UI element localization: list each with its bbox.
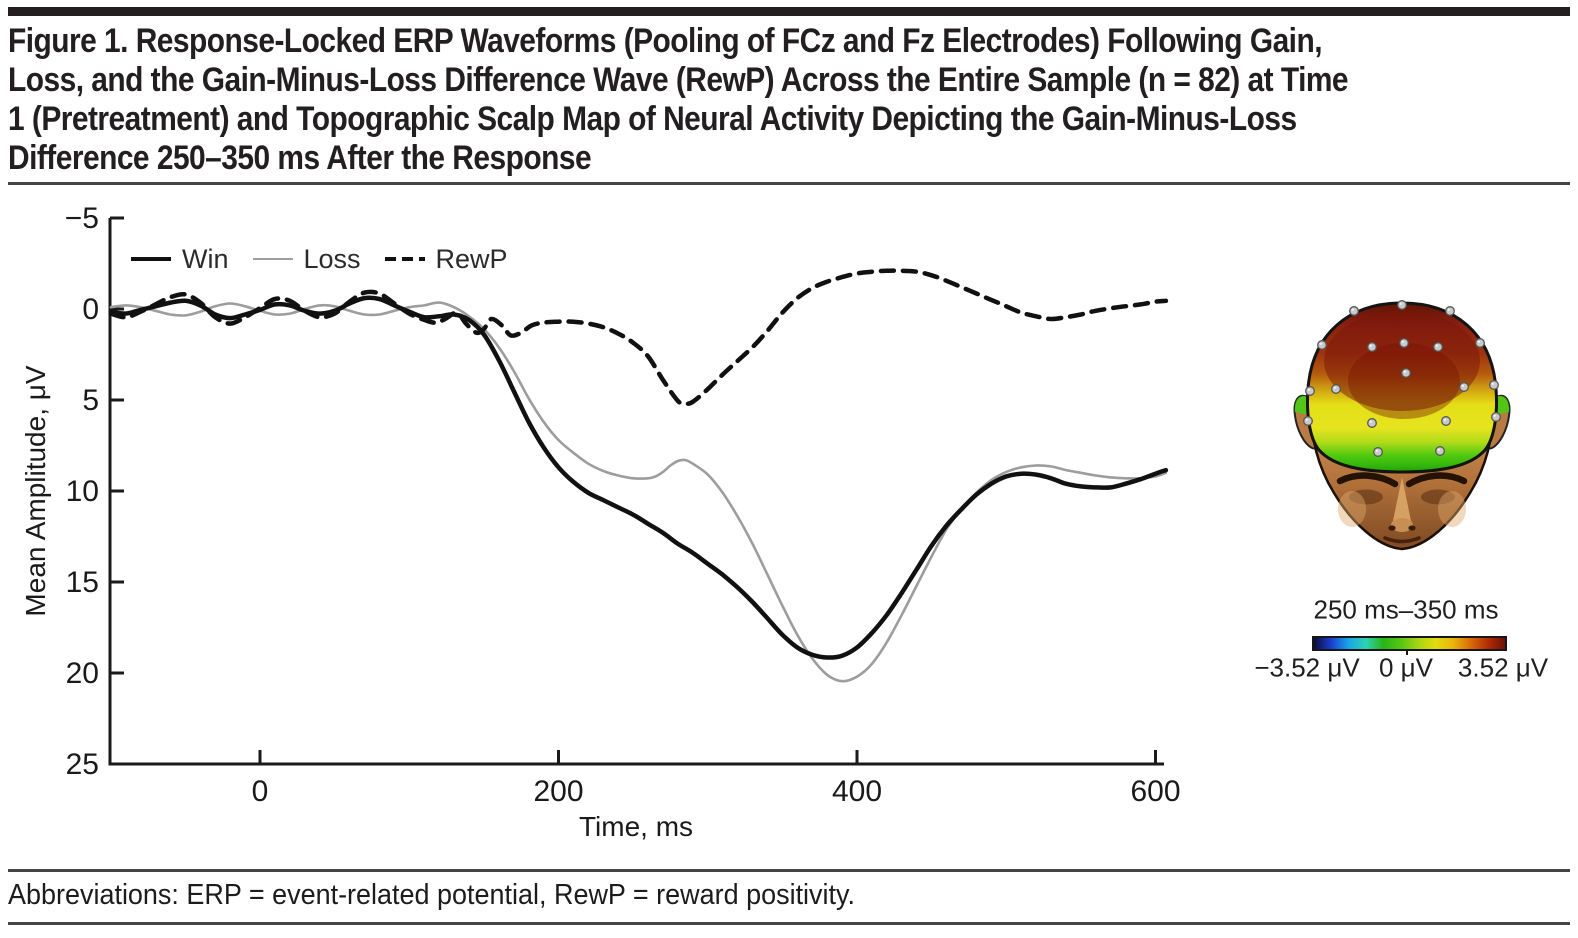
electrode-markers: [1303, 300, 1501, 457]
legend-label: RewP: [435, 243, 508, 274]
svg-text:600: 600: [1130, 775, 1180, 808]
win-line-sample: [131, 257, 171, 261]
title-divider: [8, 182, 1570, 185]
figure-title-line: Loss, and the Gain-Minus-Loss Difference…: [8, 61, 1349, 99]
electrode-dot: [1331, 384, 1341, 394]
svg-text:−5: −5: [65, 202, 99, 235]
svg-text:20: 20: [66, 657, 99, 690]
electrode-dot: [1317, 340, 1327, 350]
svg-text:10: 10: [66, 475, 99, 508]
svg-text:5: 5: [82, 384, 99, 417]
footer-divider-top: [8, 869, 1570, 872]
electrode-dot: [1435, 446, 1445, 456]
electrode-dot: [1445, 306, 1455, 316]
figure-title-line: Difference 250–350 ms After the Response: [8, 139, 592, 177]
erp-line-chart: −5 0 5 10 15 20 25 0 200 400 600: [65, 202, 1181, 808]
svg-text:0: 0: [82, 293, 99, 326]
electrode-dot: [1397, 300, 1407, 310]
loss-line-sample: [252, 258, 293, 260]
y-axis-title: Mean Amplitude, μV: [20, 365, 51, 617]
colorbar-max-label: 3.52 μV: [1457, 652, 1549, 683]
electrode-dot: [1373, 447, 1383, 457]
legend-label: Win: [182, 243, 229, 274]
electrode-dot: [1475, 338, 1485, 348]
legend-label: Loss: [303, 243, 361, 274]
scalp-topomap: [1293, 300, 1511, 551]
electrode-dot: [1489, 380, 1499, 390]
top-rule: [8, 7, 1570, 16]
electrode-dot: [1459, 382, 1469, 392]
electrode-dot: [1367, 342, 1377, 352]
legend-item-win: Win: [131, 244, 229, 275]
electrode-dot: [1367, 418, 1377, 428]
figure-title: Figure 1. Response-Locked ERP Waveforms …: [8, 22, 1573, 178]
svg-text:400: 400: [832, 775, 882, 808]
electrode-dot: [1491, 412, 1501, 422]
figure-title-line: 1 (Pretreatment) and Topographic Scalp M…: [8, 100, 1297, 138]
svg-text:15: 15: [66, 566, 99, 599]
electrode-dot: [1401, 368, 1411, 378]
colorbar-zero-tick: [1406, 649, 1408, 655]
win-waveform: [108, 295, 1169, 660]
svg-text:0: 0: [252, 775, 269, 808]
legend-item-rewp: RewP: [384, 243, 508, 275]
colorbar: [1312, 636, 1507, 651]
electrode-dot: [1433, 342, 1443, 352]
chart-legend: Win Loss RewP: [131, 242, 508, 276]
rewp-waveform: [108, 268, 1169, 407]
rewp-line-sample: [384, 256, 425, 262]
colorbar-time-window: 250 ms–350 ms: [1313, 594, 1499, 625]
electrode-dot: [1303, 416, 1313, 426]
electrode-dot: [1441, 416, 1451, 426]
x-axis-title: Time, ms: [578, 811, 694, 842]
legend-item-loss: Loss: [252, 243, 361, 275]
chart-curves: [108, 268, 1169, 683]
svg-text:200: 200: [533, 775, 583, 808]
electrode-dot: [1399, 338, 1409, 348]
footer-divider-bottom: [8, 922, 1570, 925]
colorbar-zero-label: 0 μV: [1378, 652, 1434, 683]
chart-axes: [108, 216, 1164, 766]
chart-tick-labels: −5 0 5 10 15 20 25 0 200 400 600: [65, 202, 1181, 808]
figure-title-line: Figure 1. Response-Locked ERP Waveforms …: [8, 22, 1323, 60]
loss-waveform: [109, 301, 1168, 683]
colorbar-min-label: −3.52 μV: [1254, 652, 1360, 683]
svg-text:25: 25: [66, 748, 99, 781]
electrode-dot: [1349, 306, 1359, 316]
abbreviations-note: Abbreviations: ERP = event-related poten…: [8, 879, 856, 911]
scalp-voltage-map: [1306, 301, 1498, 474]
electrode-dot: [1305, 386, 1315, 396]
